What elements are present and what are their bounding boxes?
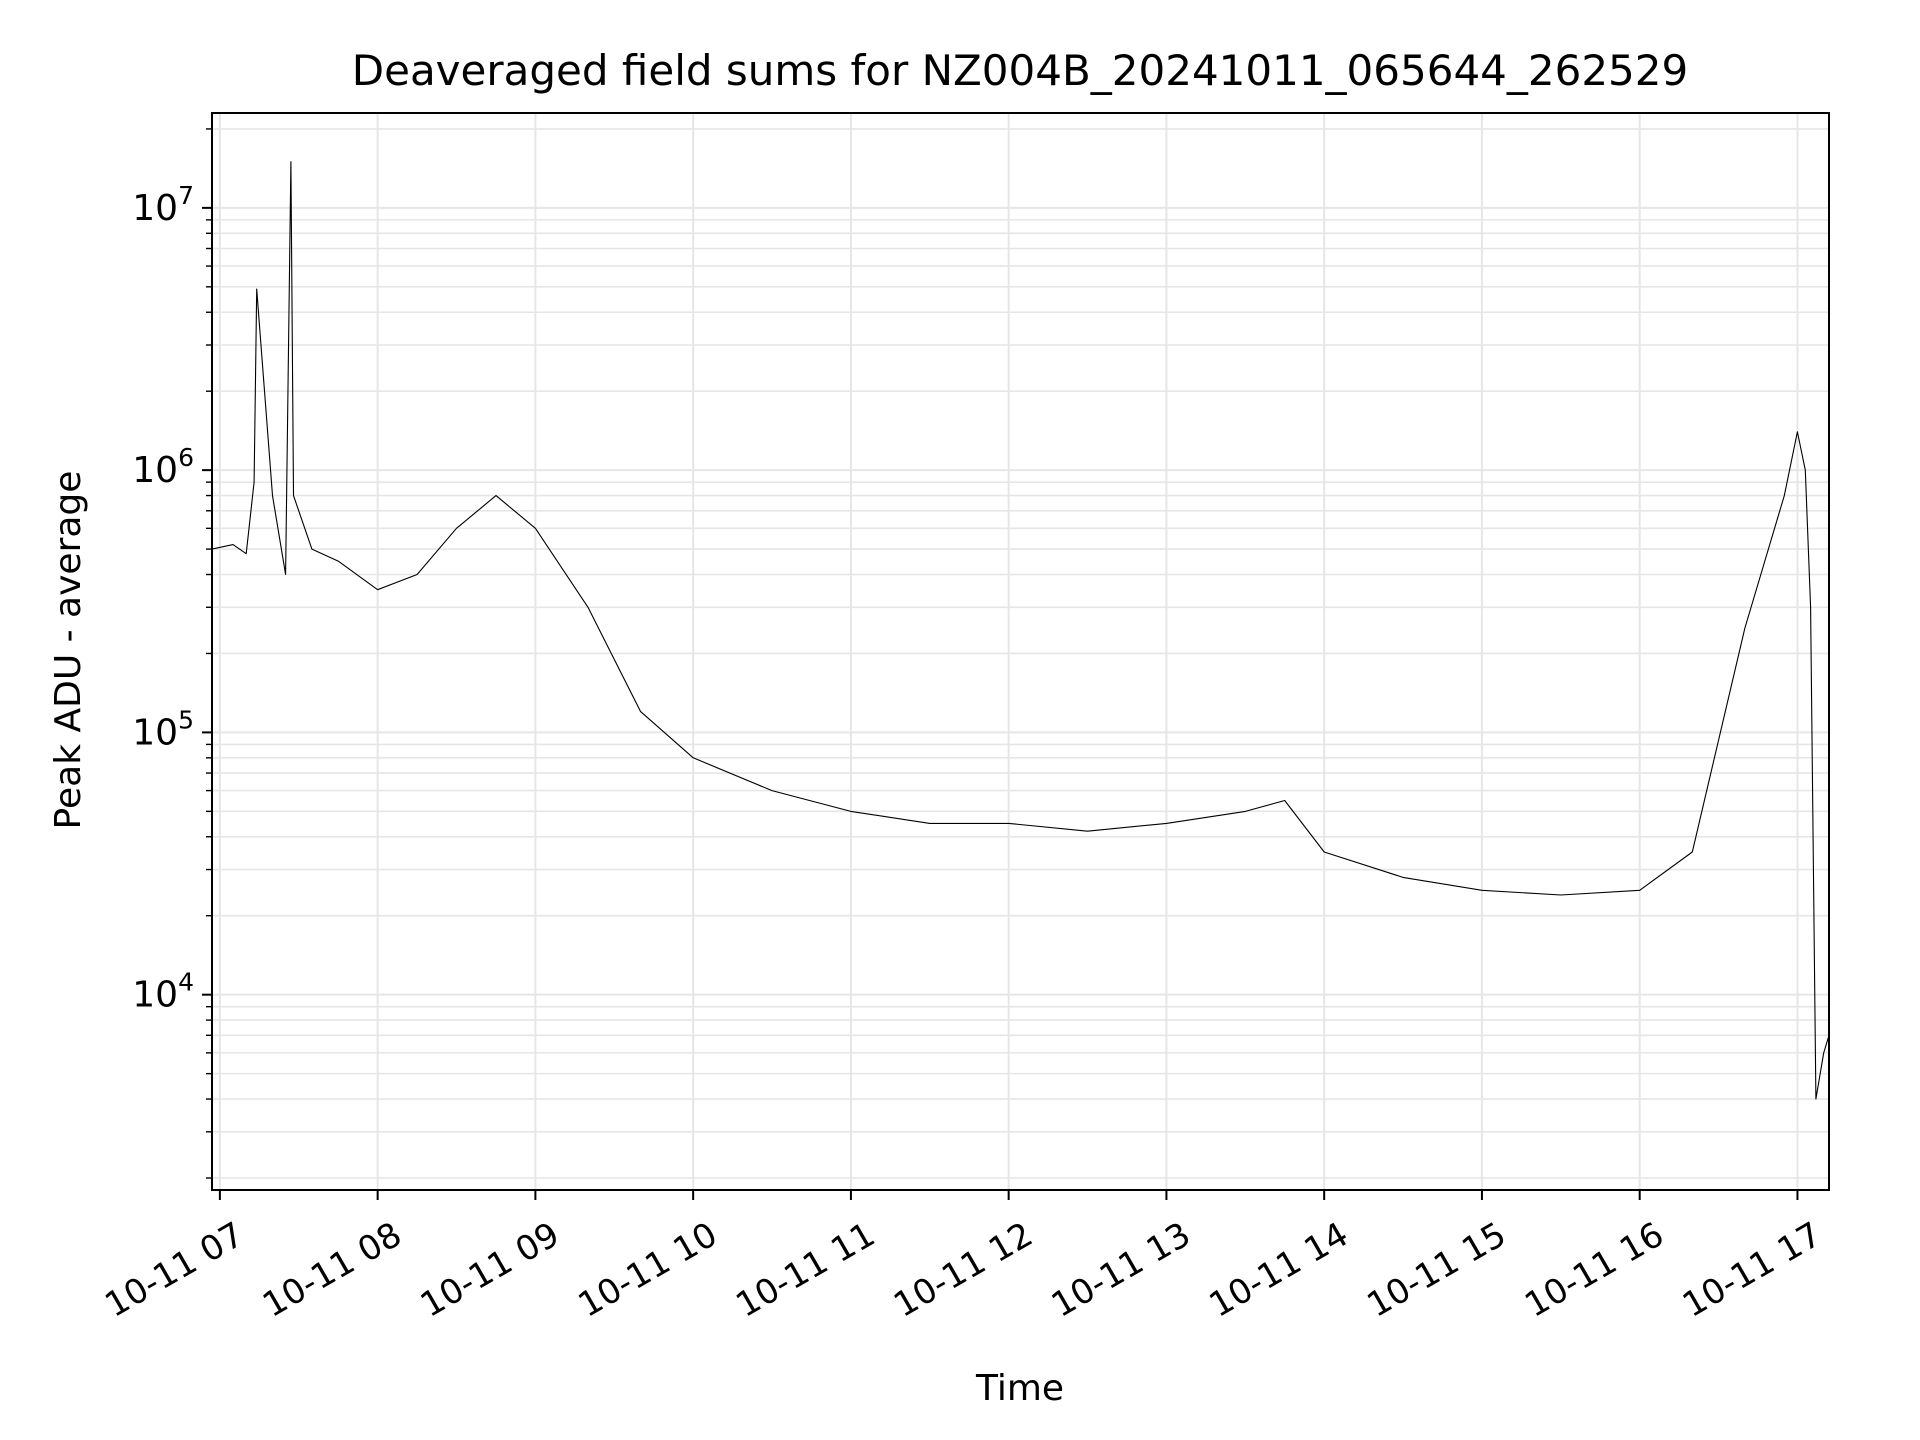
series-line (211, 161, 1830, 1100)
plot-frame (211, 112, 1830, 1191)
y-tick-label: 107 (132, 181, 194, 229)
grid (212, 113, 1829, 1190)
y-axis: 104 105 106 107 (132, 128, 212, 1179)
y-axis-label: Peak ADU - average (48, 471, 89, 830)
x-axis-label: Time (975, 1368, 1064, 1409)
y-tick-label: 106 (132, 443, 194, 491)
y-tick-label: 104 (132, 968, 194, 1016)
y-tick-label: 105 (132, 705, 194, 753)
chart-title: Deaveraged field sums for NZ004B_2024101… (352, 46, 1688, 95)
